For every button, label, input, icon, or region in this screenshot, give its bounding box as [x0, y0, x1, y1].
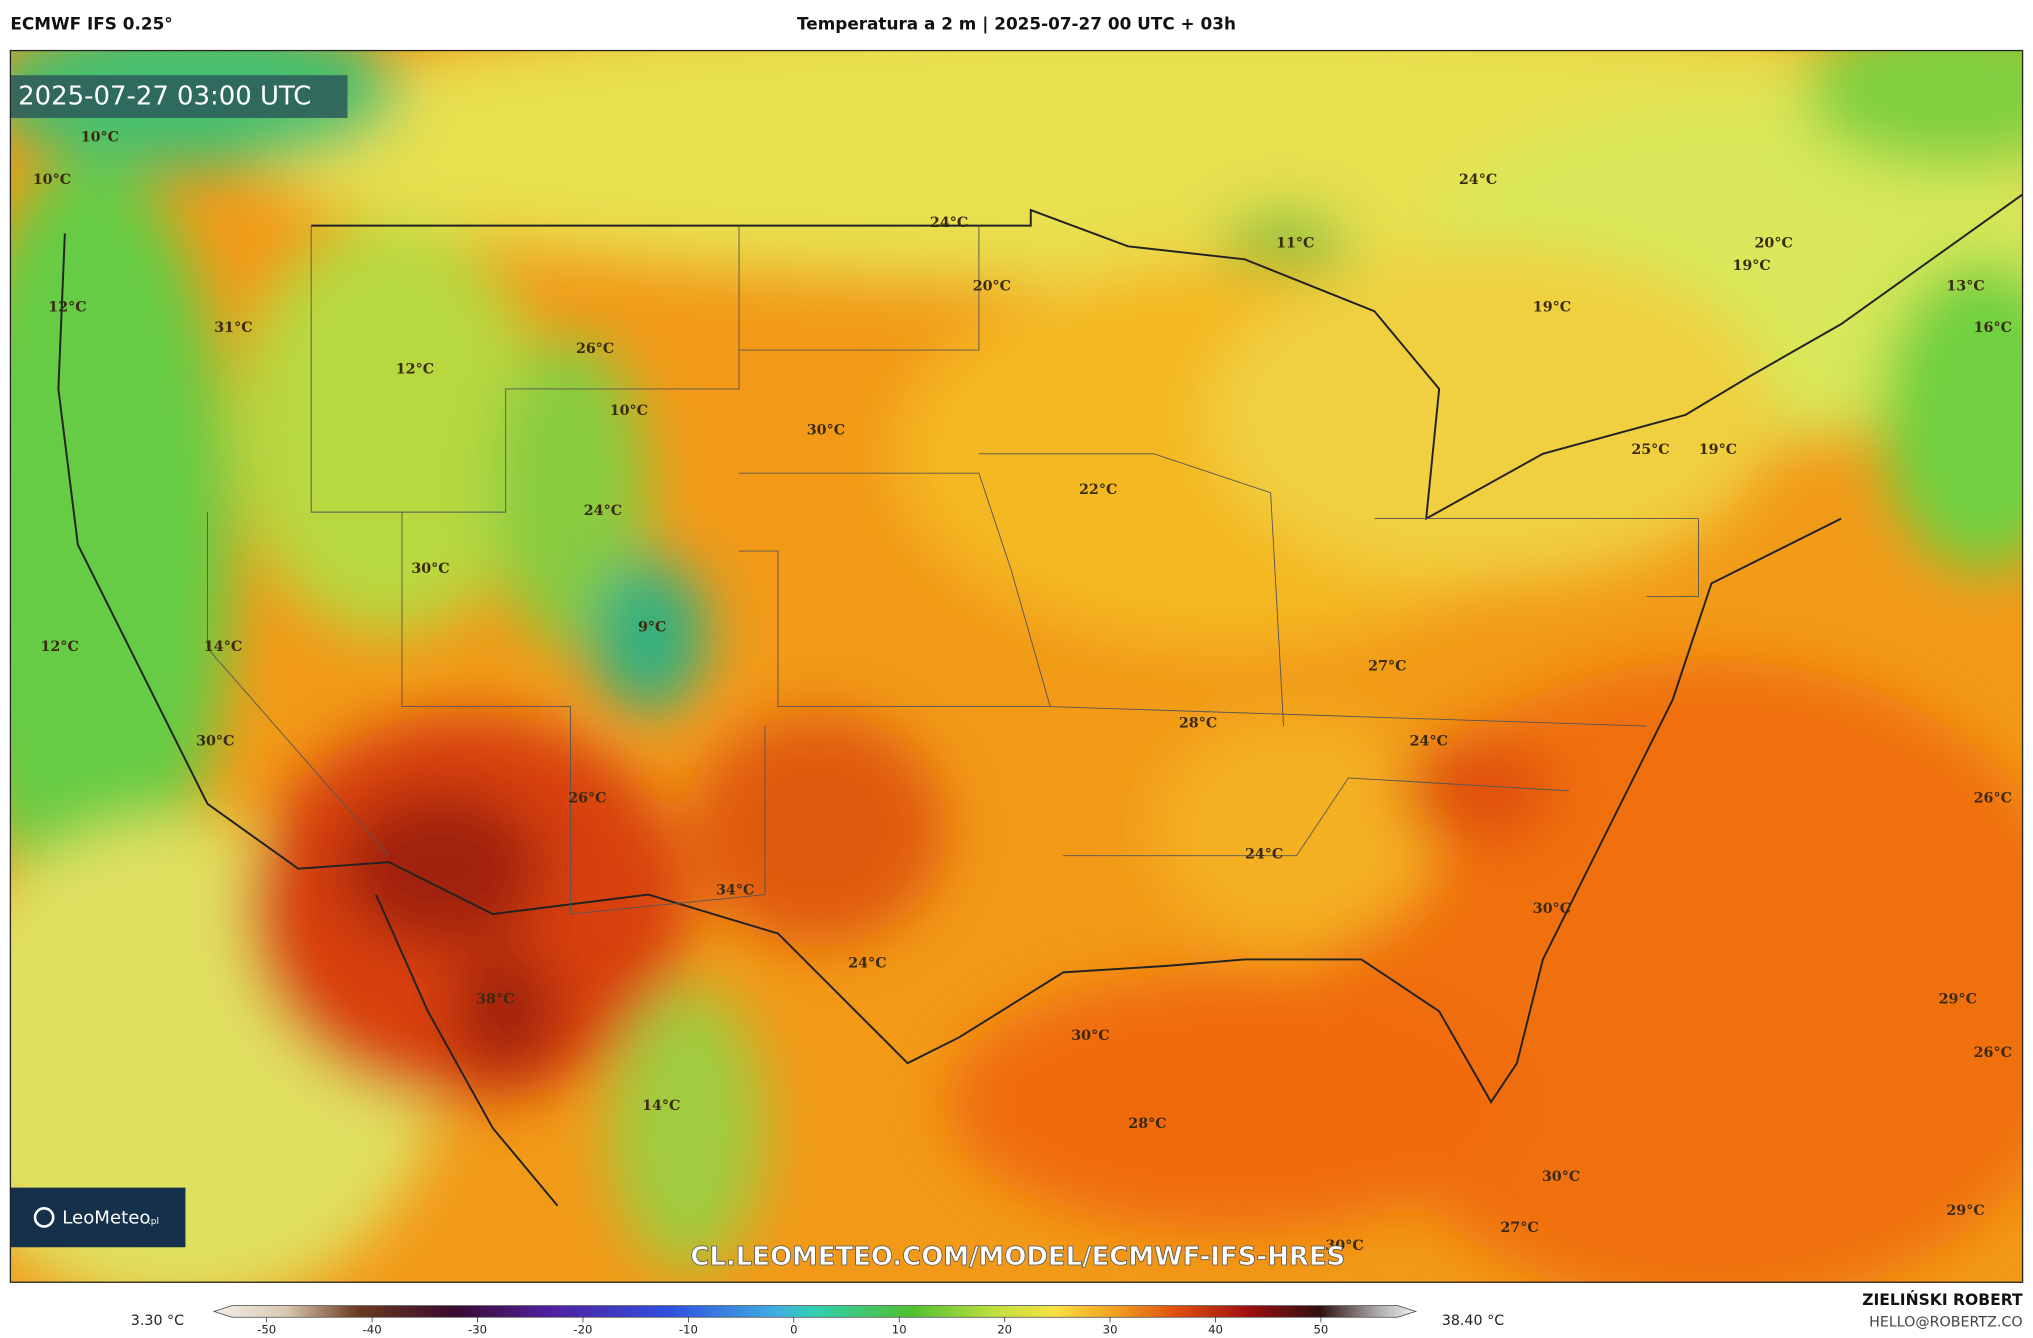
- temperature-label: 30°C: [1325, 1238, 1363, 1254]
- colorbar-tick-label: -20: [573, 1323, 592, 1337]
- valid-time: 2025-07-27 03:00 UTC: [18, 82, 311, 112]
- temperature-label: 14°C: [642, 1098, 680, 1114]
- temperature-label: 12°C: [396, 362, 434, 378]
- state-lines: [207, 225, 1699, 915]
- map: 2025-07-27 03:00 UTC 10°C 10°C 12°C 31°C 12°…: [10, 50, 2023, 1283]
- model-name: ECMWF IFS 0.25°: [10, 14, 172, 34]
- temperature-label: 27°C: [1500, 1220, 1538, 1236]
- email: HELLO@ROBERTZ.CO: [1869, 1314, 2022, 1330]
- temperature-label: 10°C: [33, 172, 71, 188]
- colorbar-tick-label: -40: [363, 1323, 382, 1337]
- temperature-label: 14°C: [204, 639, 242, 655]
- temperature-label: 34°C: [716, 883, 754, 899]
- colorbar-tick-label: -30: [468, 1323, 487, 1337]
- temperature-label: 12°C: [41, 639, 79, 655]
- colorbar: 3.30 °C 38.40 °C -50 -40 -30 -20 -10 0 10 20 30 4…: [131, 1305, 1504, 1337]
- logo-suffix: .pl: [148, 1217, 159, 1227]
- colorbar-tick-label: 40: [1208, 1323, 1223, 1337]
- temperature-label: 30°C: [196, 734, 234, 750]
- temperature-label: 13°C: [1946, 279, 1984, 295]
- min-label: 3.30 °C: [131, 1313, 184, 1329]
- timestamp-box: 2025-07-27 03:00 UTC: [10, 75, 348, 118]
- temperature-label: 19°C: [1732, 258, 1770, 274]
- temperature-label: 30°C: [807, 422, 845, 438]
- temperature-label: 38°C: [476, 992, 514, 1008]
- temperature-label: 24°C: [1410, 734, 1448, 750]
- temperature-label: 29°C: [1939, 992, 1977, 1008]
- temperature-label: 26°C: [576, 341, 614, 357]
- temperature-label: 28°C: [1128, 1116, 1166, 1132]
- map-frame: [9, 49, 2024, 1283]
- temperature-label: 26°C: [1974, 791, 2012, 807]
- temperature-label: 24°C: [930, 215, 968, 231]
- temperature-label: 12°C: [48, 299, 86, 315]
- colorbar-tick-label: 0: [790, 1323, 797, 1337]
- temperature-label: 19°C: [1699, 442, 1737, 458]
- temperature-label: 26°C: [568, 791, 606, 807]
- temperature-label: 24°C: [1459, 172, 1497, 188]
- temperature-label: 11°C: [1276, 236, 1314, 252]
- logo-name: LeoMeteo: [62, 1208, 150, 1229]
- colorbar-bar: [212, 1305, 1418, 1318]
- colorbar-tick-label: 10: [892, 1323, 907, 1337]
- logo: LeoMeteo .pl: [10, 1187, 186, 1248]
- temperature-label: 10°C: [81, 129, 119, 145]
- temperature-label: 24°C: [1245, 846, 1283, 862]
- temperature-label: 30°C: [1533, 901, 1571, 917]
- colorbar-tick-label: -10: [679, 1323, 698, 1337]
- temperature-label: 10°C: [610, 403, 648, 419]
- temperature-label: 30°C: [1071, 1028, 1109, 1044]
- watermark: CL.LEOMETEO.COM/MODEL/ECMWF-IFS-HRES: [690, 1242, 1345, 1272]
- temperature-label: 31°C: [214, 320, 252, 336]
- colorbar-tick-label: -50: [257, 1323, 276, 1337]
- temperature-labels: 10°C 10°C 12°C 31°C 12°C 26°C 10°C 24°C 20°C 30°C…: [33, 129, 2012, 1254]
- borders: [57, 193, 2023, 1207]
- temperature-label: 30°C: [1542, 1169, 1580, 1185]
- temperature-label: 24°C: [848, 955, 886, 971]
- colorbar-tick-label: 30: [1103, 1323, 1118, 1337]
- author: ZIELIŃSKI ROBERT: [1862, 1290, 2023, 1309]
- map-title: Temperatura a 2 m | 2025-07-27 00 UTC + …: [797, 14, 1236, 34]
- colorbar-tick-label: 50: [1314, 1323, 1329, 1337]
- temperature-label: 16°C: [1974, 320, 2012, 336]
- temperature-label: 28°C: [1179, 715, 1217, 731]
- max-label: 38.40 °C: [1442, 1313, 1504, 1329]
- temperature-label: 20°C: [973, 279, 1011, 295]
- temperature-label: 26°C: [1974, 1045, 2012, 1061]
- temperature-label: 30°C: [411, 561, 449, 577]
- temperature-label: 29°C: [1946, 1203, 1984, 1219]
- temperature-label: 24°C: [584, 503, 622, 519]
- temperature-label: 9°C: [638, 620, 666, 636]
- temperature-label: 20°C: [1755, 236, 1793, 252]
- temperature-label: 27°C: [1368, 658, 1406, 674]
- colorbar-tick-label: 20: [997, 1323, 1012, 1337]
- temperature-label: 22°C: [1079, 482, 1117, 498]
- temperature-label: 19°C: [1533, 299, 1571, 315]
- temperature-label: 25°C: [1631, 442, 1669, 458]
- temperature-field: [10, 50, 2023, 1283]
